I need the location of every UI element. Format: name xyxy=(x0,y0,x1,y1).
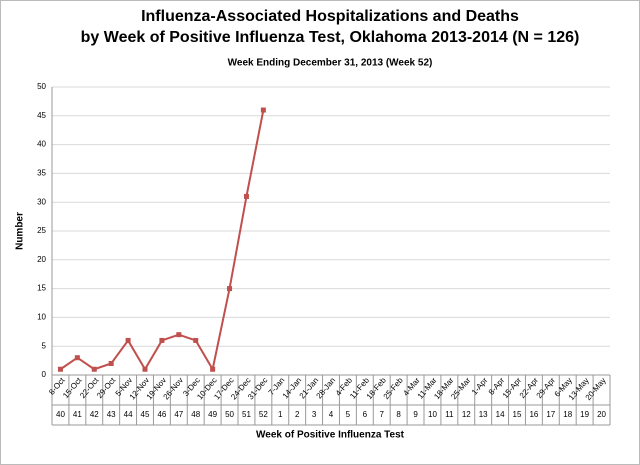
week-label: 11 xyxy=(445,410,454,419)
week-label: 45 xyxy=(141,410,150,419)
marker xyxy=(125,337,131,343)
week-label: 42 xyxy=(90,410,99,419)
marker xyxy=(74,355,80,361)
week-label: 5 xyxy=(346,410,351,419)
y-tick-label: 0 xyxy=(42,370,47,379)
week-label: 12 xyxy=(462,410,471,419)
week-label: 49 xyxy=(208,410,217,419)
marker xyxy=(227,286,233,292)
marker xyxy=(193,337,199,343)
week-label: 1 xyxy=(278,410,283,419)
week-label: 15 xyxy=(513,410,522,419)
y-tick-label: 20 xyxy=(37,255,46,264)
week-label: 10 xyxy=(428,410,437,419)
marker xyxy=(91,366,97,372)
y-tick-label: 5 xyxy=(42,341,47,350)
y-tick-label: 35 xyxy=(37,169,46,178)
week-label: 47 xyxy=(174,410,183,419)
week-label: 2 xyxy=(295,410,300,419)
week-label: 41 xyxy=(73,410,82,419)
week-label: 43 xyxy=(107,410,116,419)
chart-title: Influenza-Associated Hospitalizations an… xyxy=(141,8,519,25)
week-label: 20 xyxy=(597,410,606,419)
y-tick-label: 30 xyxy=(37,197,46,206)
marker xyxy=(57,366,63,372)
week-label: 8 xyxy=(396,410,401,419)
week-label: 13 xyxy=(479,410,488,419)
y-tick-label: 40 xyxy=(37,140,46,149)
week-label: 52 xyxy=(259,410,268,419)
week-label: 44 xyxy=(124,410,133,419)
marker xyxy=(210,366,216,372)
week-label: 7 xyxy=(380,410,385,419)
week-label: 50 xyxy=(225,410,234,419)
week-label: 18 xyxy=(563,410,572,419)
week-label: 40 xyxy=(56,410,65,419)
y-tick-label: 10 xyxy=(37,313,46,322)
x-axis-title: Week of Positive Influenza Test xyxy=(256,430,405,441)
week-label: 46 xyxy=(157,410,166,419)
marker xyxy=(260,107,266,113)
week-label: 48 xyxy=(191,410,200,419)
chart-subtitle: Week Ending December 31, 2013 (Week 52) xyxy=(228,58,433,69)
marker xyxy=(176,332,182,338)
week-label: 3 xyxy=(312,410,317,419)
marker xyxy=(159,337,165,343)
week-label: 9 xyxy=(413,410,418,419)
y-tick-label: 45 xyxy=(37,111,46,120)
week-label: 17 xyxy=(546,410,555,419)
week-label: 4 xyxy=(329,410,334,419)
chart-title: by Week of Positive Influenza Test, Okla… xyxy=(81,29,580,46)
marker xyxy=(243,193,249,199)
week-label: 51 xyxy=(242,410,251,419)
y-tick-label: 50 xyxy=(37,82,46,91)
week-label: 6 xyxy=(363,410,368,419)
y-axis-title: Number xyxy=(15,212,26,250)
week-label: 19 xyxy=(580,410,589,419)
y-tick-label: 15 xyxy=(37,284,46,293)
marker xyxy=(108,360,114,366)
marker xyxy=(142,366,148,372)
week-label: 14 xyxy=(496,410,505,419)
y-tick-label: 25 xyxy=(37,226,46,235)
week-label: 16 xyxy=(529,410,538,419)
